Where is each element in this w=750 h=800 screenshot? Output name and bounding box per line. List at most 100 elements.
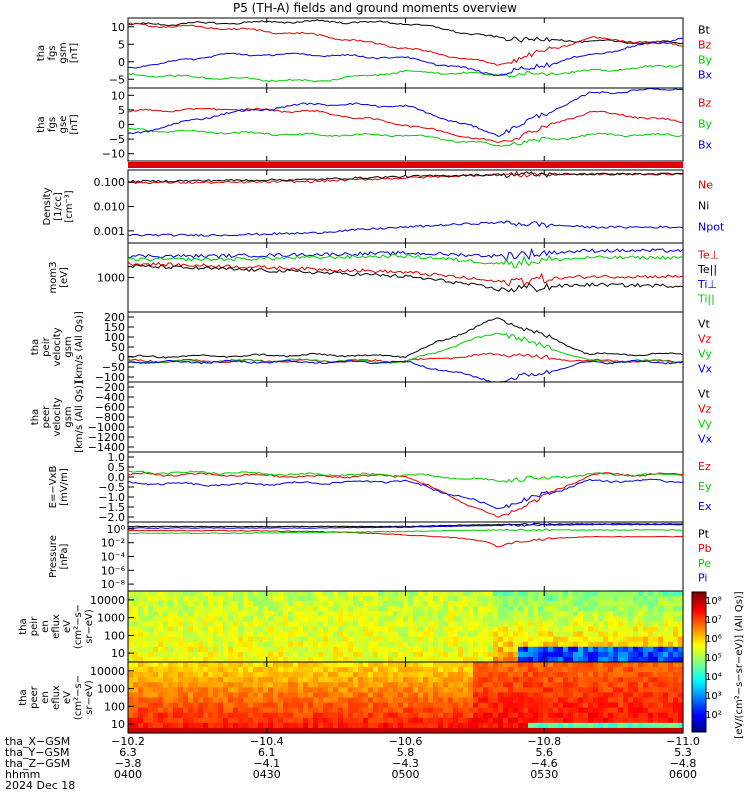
series-line-fgs-gsm-Bx <box>127 37 684 76</box>
panel-frame-peer-velocity <box>127 381 684 453</box>
x-axis-value: 6.1 <box>258 746 276 759</box>
x-axis-value: −11.0 <box>666 735 700 748</box>
y-tick-label: −10 <box>102 148 125 161</box>
y-axis-label: peir <box>41 336 52 356</box>
series-line-peir-velocity-Vx <box>127 359 684 383</box>
legend-entry: Ez <box>698 460 711 473</box>
x-axis-value: −4.3 <box>392 757 419 770</box>
y-axis-label: (cm²−s− <box>73 604 84 649</box>
legend-entry: Vy <box>698 348 712 361</box>
y-axis-label: sr−eV) <box>84 680 95 715</box>
series-line-pressure-Pb <box>127 529 684 548</box>
x-axis-value: −4.1 <box>253 757 280 770</box>
legend-entry: Pi <box>698 572 707 585</box>
y-tick-label: 0.100 <box>94 176 126 189</box>
y-axis-label: [km/s (All Qs)] <box>74 311 85 383</box>
y-tick-label: 5 <box>118 104 125 117</box>
y-tick-label: −800 <box>95 411 125 424</box>
x-axis-value: 0500 <box>392 768 420 781</box>
y-tick-label: 150 <box>104 321 125 334</box>
panel-frame-peir-velocity <box>127 311 684 383</box>
series-line-fgs-gse-Bx <box>127 87 684 138</box>
series-line-fgs-gsm-By <box>127 64 684 83</box>
legend-entry: Vz <box>698 403 712 416</box>
y-axis-label: [mV/m] <box>59 468 70 506</box>
y-tick-label: 10⁻⁸ <box>101 578 126 591</box>
legend-entry: Ex <box>698 500 712 513</box>
y-tick-label: 10000 <box>90 665 125 678</box>
series-line-temperature-Te⊥ <box>127 261 684 287</box>
y-tick-label: −200 <box>95 381 125 394</box>
y-tick-label: 1000 <box>97 612 125 625</box>
y-axis-label: sr−eV) <box>84 609 95 644</box>
x-axis-value: 0530 <box>530 768 558 781</box>
series-line-fgs-gsm-Bz <box>127 22 684 66</box>
series-line-density-Ne <box>127 170 684 185</box>
y-tick-label: 100 <box>104 700 125 713</box>
y-tick-label: 5 <box>118 38 125 51</box>
y-tick-label: 0.5 <box>108 461 126 474</box>
y-axis-label: velocity <box>52 327 63 366</box>
y-tick-label: 100 <box>104 629 125 642</box>
legend-entry: Vx <box>698 433 713 446</box>
y-axis-label: Density <box>42 187 53 225</box>
legend-entry: Ey <box>698 480 712 493</box>
y-axis-label: fgs <box>47 45 58 60</box>
y-axis-label: [nPa] <box>59 543 70 569</box>
y-tick-label: −600 <box>95 401 125 414</box>
status-bar <box>128 162 683 168</box>
y-axis-label: eV <box>62 620 73 633</box>
y-axis-label: tha <box>36 45 47 61</box>
y-tick-label: 10 <box>111 718 125 731</box>
legend-entry: Vz <box>698 333 712 346</box>
legend-entry: Bx <box>698 69 713 82</box>
y-axis-label: [km/s (All Qs)] <box>74 381 85 453</box>
x-axis-value: 5.3 <box>674 746 692 759</box>
series-line-efield-Ey <box>127 470 684 484</box>
legend-entry: Bz <box>698 97 712 110</box>
colorbar-tick-label: 10³ <box>705 691 722 702</box>
x-axis-value: 6.3 <box>119 746 137 759</box>
x-axis-row-label: tha_Z−GSM <box>5 757 70 770</box>
legend-entry: Vt <box>698 388 711 401</box>
series-line-peir-velocity-Vy <box>127 332 684 364</box>
legend-entry: Bx <box>698 139 713 152</box>
y-tick-label: −100 <box>95 371 125 384</box>
y-tick-label: −50 <box>102 361 125 374</box>
y-tick-label: −1.5 <box>98 501 125 514</box>
legend-entry: Te|| <box>697 263 717 276</box>
y-axis-label: E=−VxB <box>48 466 59 509</box>
y-axis-label: en <box>40 620 51 633</box>
y-tick-label: 0.0 <box>108 471 126 484</box>
series-line-fgs-gsm-Bt <box>127 19 684 45</box>
y-tick-label: 0.010 <box>94 201 126 214</box>
y-axis-label: (cm²−s− <box>73 675 84 720</box>
legend-entry: Vt <box>698 318 711 331</box>
colorbar <box>691 591 707 733</box>
y-axis-label: gsm <box>58 42 69 63</box>
legend-entry: Vx <box>698 363 713 376</box>
y-tick-label: −400 <box>95 391 125 404</box>
y-axis-label: [cm⁻³] <box>64 190 75 222</box>
panel-frame-pressure <box>127 521 684 592</box>
colorbar-tick-label: 10² <box>705 710 722 721</box>
legend-entry: Ti|| <box>697 293 715 306</box>
y-axis-label: [1/cc] <box>53 192 64 221</box>
legend-entry: By <box>698 118 713 131</box>
legend-entry: Te⊥ <box>697 248 719 261</box>
x-axis-value: −4.8 <box>670 757 697 770</box>
y-axis-label: mom3 <box>48 262 59 294</box>
y-tick-label: 0 <box>118 351 125 364</box>
heatmap-ion <box>128 591 684 663</box>
legend-entry: Bz <box>698 39 712 52</box>
x-axis-value: −10.8 <box>527 735 561 748</box>
y-tick-label: −2.0 <box>98 511 125 524</box>
y-axis-label: tha <box>36 116 47 132</box>
x-axis-value: −4.6 <box>531 757 558 770</box>
y-tick-label: 10 <box>111 21 125 34</box>
x-axis-value: 0430 <box>253 768 281 781</box>
y-axis-label: gsm <box>63 406 74 427</box>
legend-entry: Ti⊥ <box>697 278 717 291</box>
y-tick-label: 10 <box>111 647 125 660</box>
